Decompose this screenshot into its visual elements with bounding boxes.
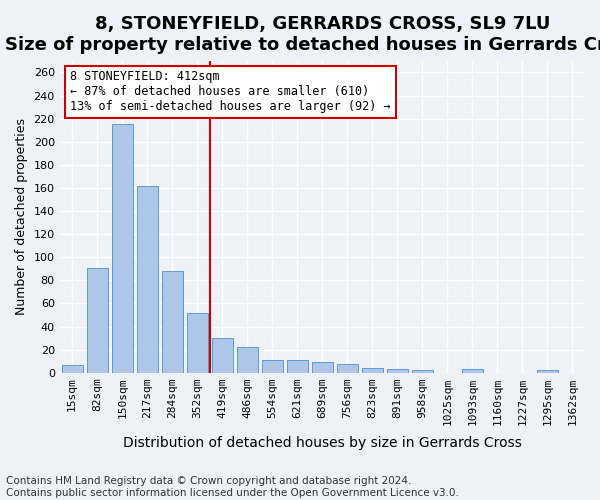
Bar [86,268,108,373]
Bar [537,370,558,373]
Bar [462,370,483,373]
X-axis label: Distribution of detached houses by size in Gerrards Cross: Distribution of detached houses by size … [123,436,522,450]
Bar [312,362,333,373]
Bar [187,312,208,373]
Bar [362,368,383,373]
Bar [137,186,158,373]
Text: 8 STONEYFIELD: 412sqm
← 87% of detached houses are smaller (610)
13% of semi-det: 8 STONEYFIELD: 412sqm ← 87% of detached … [70,70,391,114]
Bar [161,271,183,373]
Text: Contains HM Land Registry data © Crown copyright and database right 2024.
Contai: Contains HM Land Registry data © Crown c… [6,476,459,498]
Bar [236,348,258,373]
Bar [412,370,433,373]
Bar [62,364,83,373]
Bar [262,360,283,373]
Bar [287,360,308,373]
Title: 8, STONEYFIELD, GERRARDS CROSS, SL9 7LU
Size of property relative to detached ho: 8, STONEYFIELD, GERRARDS CROSS, SL9 7LU … [5,15,600,54]
Bar [212,338,233,373]
Y-axis label: Number of detached properties: Number of detached properties [15,118,28,316]
Bar [387,370,408,373]
Bar [337,364,358,373]
Bar [112,124,133,373]
